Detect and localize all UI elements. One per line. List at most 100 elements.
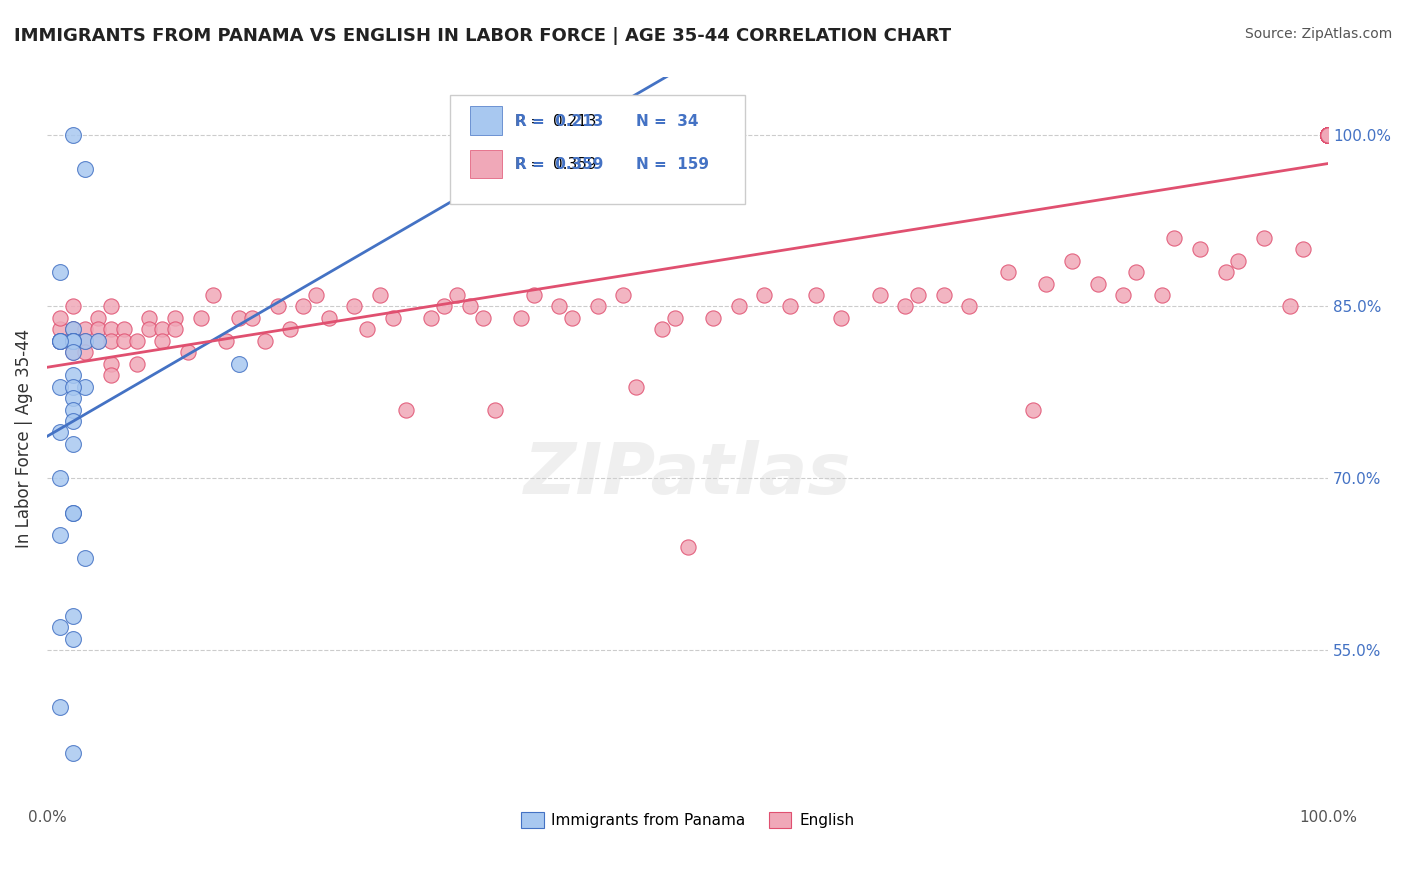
Point [1317, 128, 1340, 142]
Point [1317, 128, 1340, 142]
Point [1022, 402, 1045, 417]
Point [651, 322, 673, 336]
Point [1188, 242, 1211, 256]
Text: R =  0.359: R = 0.359 [515, 157, 596, 172]
Point [1087, 277, 1109, 291]
Point [626, 379, 648, 393]
Point [62, 345, 84, 359]
Point [62, 746, 84, 760]
Point [1317, 128, 1340, 142]
Point [1317, 128, 1340, 142]
Point [1317, 128, 1340, 142]
Point [75, 345, 97, 359]
Point [368, 288, 391, 302]
Point [484, 402, 506, 417]
Point [1317, 128, 1340, 142]
Point [87, 334, 110, 348]
Point [48, 700, 70, 714]
Point [48, 471, 70, 485]
Point [1215, 265, 1237, 279]
Point [1112, 288, 1135, 302]
Point [62, 334, 84, 348]
Point [163, 322, 186, 336]
Point [1317, 128, 1340, 142]
Text: N =  34: N = 34 [637, 113, 699, 128]
Point [48, 334, 70, 348]
Point [48, 379, 70, 393]
Point [138, 310, 160, 325]
Point [1035, 277, 1057, 291]
Point [395, 402, 418, 417]
Point [62, 368, 84, 383]
Point [48, 334, 70, 348]
Point [1317, 128, 1340, 142]
Point [1317, 128, 1340, 142]
Point [112, 334, 135, 348]
Point [1317, 128, 1340, 142]
FancyBboxPatch shape [450, 95, 745, 203]
Point [1317, 128, 1340, 142]
Point [1291, 242, 1313, 256]
Point [75, 322, 97, 336]
Text: ZIPatlas: ZIPatlas [524, 440, 851, 508]
Point [523, 288, 546, 302]
Point [75, 334, 97, 348]
Point [1317, 128, 1340, 142]
Point [1317, 128, 1340, 142]
Point [1150, 288, 1173, 302]
Point [1317, 128, 1340, 142]
Point [62, 322, 84, 336]
Point [1317, 128, 1340, 142]
Point [62, 632, 84, 646]
Point [62, 334, 84, 348]
Point [1317, 128, 1340, 142]
Point [1317, 128, 1340, 142]
Point [1317, 128, 1340, 142]
Point [1317, 128, 1340, 142]
Point [1317, 128, 1340, 142]
Point [1317, 128, 1340, 142]
Text: R =  0.213: R = 0.213 [515, 113, 603, 128]
Point [510, 310, 533, 325]
Point [62, 506, 84, 520]
Point [997, 265, 1019, 279]
Point [957, 300, 980, 314]
Point [48, 334, 70, 348]
Point [1278, 300, 1301, 314]
Text: N =  159: N = 159 [637, 157, 709, 172]
Point [62, 334, 84, 348]
Point [1317, 128, 1340, 142]
Point [87, 322, 110, 336]
Point [62, 391, 84, 405]
Point [612, 288, 634, 302]
Point [1163, 231, 1185, 245]
Point [75, 162, 97, 177]
Point [894, 300, 917, 314]
Text: R =  0.359: R = 0.359 [515, 157, 603, 172]
Point [1317, 128, 1340, 142]
Point [754, 288, 776, 302]
Point [586, 300, 609, 314]
Point [1317, 128, 1340, 142]
Point [381, 310, 404, 325]
Point [150, 322, 173, 336]
Point [100, 334, 122, 348]
Point [1317, 128, 1340, 142]
Point [1317, 128, 1340, 142]
FancyBboxPatch shape [470, 106, 502, 136]
Text: IMMIGRANTS FROM PANAMA VS ENGLISH IN LABOR FORCE | AGE 35-44 CORRELATION CHART: IMMIGRANTS FROM PANAMA VS ENGLISH IN LAB… [14, 27, 952, 45]
Point [446, 288, 468, 302]
Point [702, 310, 724, 325]
Point [1317, 128, 1340, 142]
Point [62, 322, 84, 336]
Point [215, 334, 238, 348]
Point [150, 334, 173, 348]
Point [804, 288, 827, 302]
Point [87, 334, 110, 348]
Point [1317, 128, 1340, 142]
Point [1317, 128, 1340, 142]
Point [1317, 128, 1340, 142]
Point [62, 437, 84, 451]
Point [458, 300, 481, 314]
Point [62, 334, 84, 348]
